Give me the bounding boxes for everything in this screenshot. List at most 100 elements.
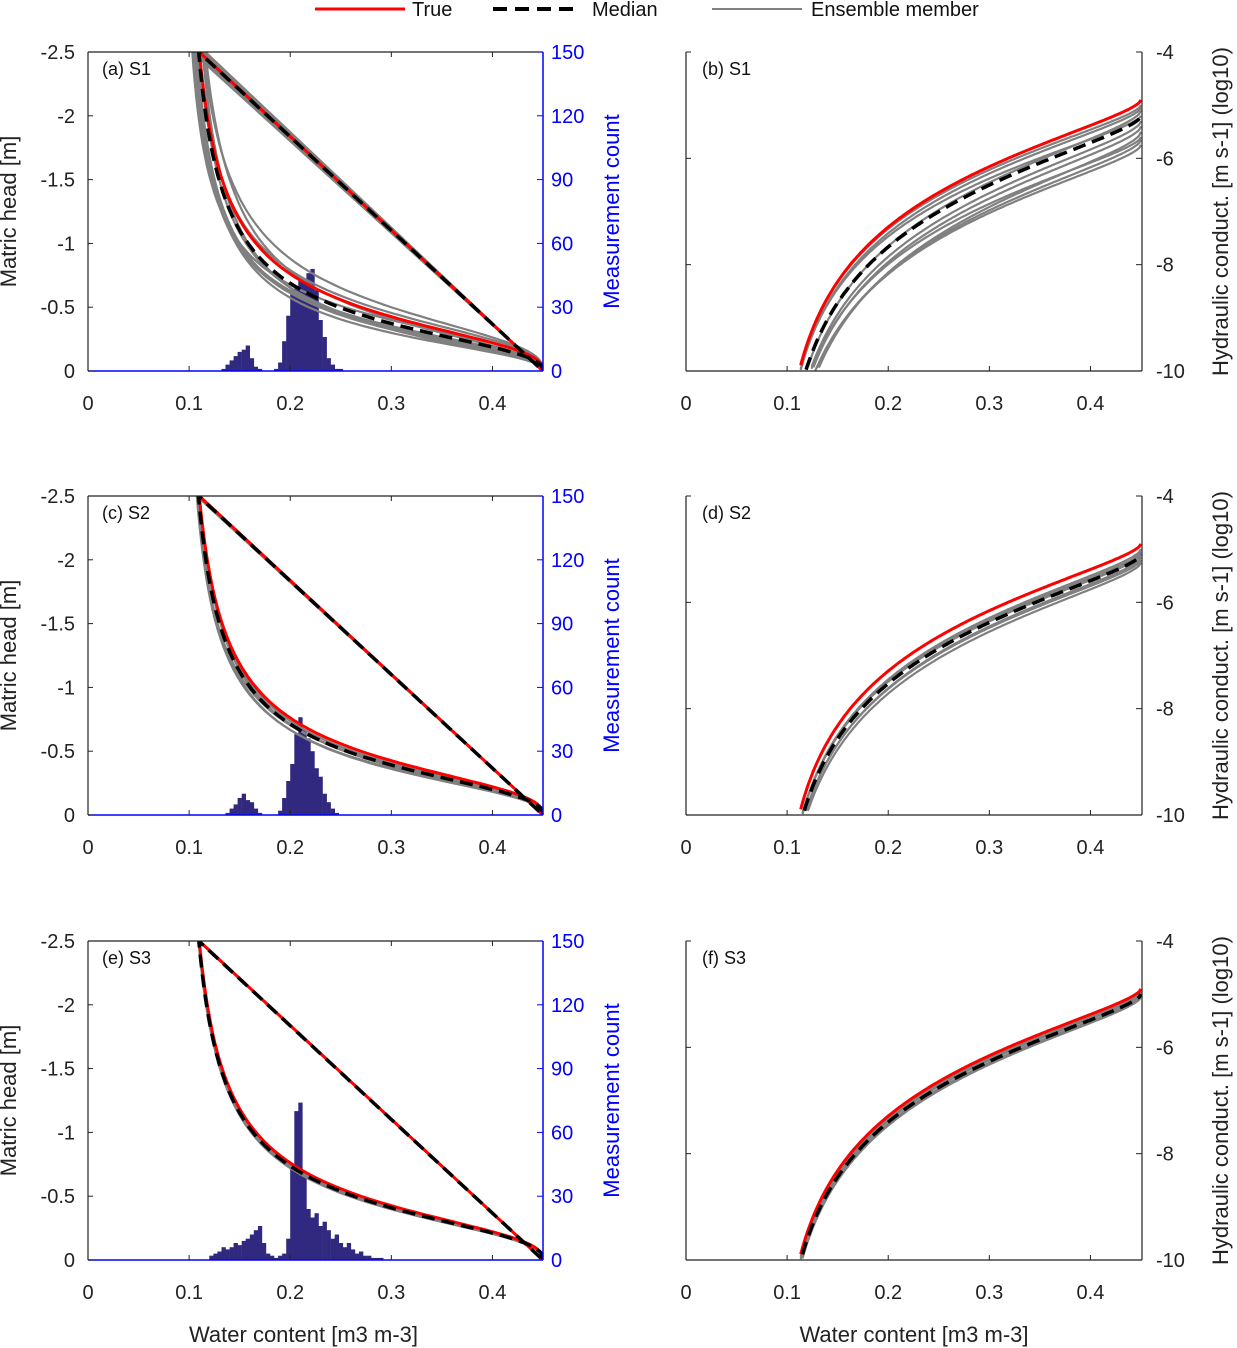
- conductivity-panel-s3: 0 0.1 0.2 0.3 0.4 -4 -6 -8 -10 (f) S3 Hydraulic co…: [680, 931, 1233, 1347]
- plot-area: [197, 941, 543, 1260]
- histogram-bar: [298, 277, 303, 371]
- histogram-bar: [282, 341, 287, 371]
- histogram-bar: [266, 1253, 271, 1260]
- plot-area: [191, 52, 543, 371]
- histogram-bar: [241, 1240, 246, 1260]
- histogram-bar: [233, 356, 238, 371]
- count-tick-label: 30: [551, 1186, 573, 1208]
- histogram-bar: [310, 1217, 315, 1260]
- histogram-bar: [314, 1213, 319, 1260]
- histogram-bar: [350, 1249, 356, 1260]
- histogram-bar: [314, 768, 319, 815]
- x-tick-label: 0.1: [773, 393, 801, 415]
- count-axis-title: Measurement count: [599, 114, 624, 308]
- y-axis-title: Hydraulic conduct. [m s-1] (log10): [1208, 936, 1233, 1265]
- x-tick-label: 0.1: [773, 837, 801, 859]
- histogram-bar: [334, 368, 339, 371]
- y-tick-label: -10: [1156, 805, 1185, 827]
- histogram-bar: [257, 368, 263, 371]
- y-tick-label: -2.5: [41, 486, 75, 508]
- histogram-bar: [306, 273, 311, 371]
- y-tick-label: -10: [1156, 361, 1185, 383]
- y-tick-label: 0: [64, 805, 75, 827]
- x-tick-label: 0.2: [874, 393, 902, 415]
- count-tick-label: 150: [551, 42, 584, 64]
- histogram-bar: [314, 290, 319, 371]
- histogram-bar: [253, 1230, 259, 1260]
- ensemble-conductivity-curve: [799, 992, 1142, 1260]
- x-tick-label: 0.3: [377, 393, 405, 415]
- histogram-bar: [367, 1255, 372, 1260]
- histogram-bar: [245, 800, 250, 815]
- legend-ensemble-label: Ensemble member: [811, 0, 979, 21]
- plot-area: [195, 496, 543, 815]
- y-tick-label: -1: [57, 233, 75, 255]
- x-tick-label: 0: [82, 1282, 93, 1304]
- x-tick-label: 0.4: [1077, 1282, 1105, 1304]
- count-tick-label: 90: [551, 1059, 573, 1081]
- ensemble-conductivity-curve: [812, 125, 1142, 368]
- histogram-bar: [322, 1221, 327, 1260]
- y-axis-title: Hydraulic conduct. [m s-1] (log10): [1208, 47, 1233, 376]
- histogram-bar: [294, 734, 299, 815]
- histogram-bar: [270, 1255, 275, 1260]
- count-tick-label: 30: [551, 297, 573, 319]
- plot-area: [799, 543, 1142, 815]
- median-conductivity-curve: [800, 993, 1142, 1255]
- panel-label: (f) S3: [702, 948, 746, 968]
- histogram-bar: [330, 808, 335, 815]
- histogram-bar: [213, 1253, 218, 1260]
- x-tick-label: 0.1: [175, 393, 203, 415]
- x-tick-label: 0.1: [773, 1282, 801, 1304]
- histogram-bar: [306, 1209, 311, 1260]
- ensemble-conductivity-curve: [801, 551, 1142, 815]
- true-conductivity-curve: [799, 543, 1142, 810]
- count-axis-title: Measurement count: [599, 1003, 624, 1197]
- histogram-bar: [306, 738, 311, 815]
- x-tick-label: 0.1: [175, 1282, 203, 1304]
- ensemble-conductivity-curve: [799, 104, 1142, 365]
- histogram-bar: [322, 793, 327, 815]
- x-tick-label: 0: [680, 1282, 691, 1304]
- histogram-bar: [282, 798, 287, 815]
- y-axis-title: Matric head [m]: [0, 1025, 21, 1177]
- y-tick-label: -1: [57, 1122, 75, 1144]
- histogram-bar: [318, 776, 323, 815]
- histogram-bar: [249, 358, 255, 371]
- x-tick-label: 0.2: [276, 393, 304, 415]
- y-tick-label: -6: [1156, 1037, 1174, 1059]
- ensemble-conductivity-curve: [801, 996, 1142, 1259]
- histogram-bar: [298, 717, 303, 815]
- ensemble-conductivity-curve: [801, 553, 1142, 814]
- x-tick-label: 0: [680, 837, 691, 859]
- histogram-bar: [290, 294, 295, 371]
- y-tick-label: -10: [1156, 1250, 1185, 1272]
- histogram-bar: [245, 345, 250, 371]
- x-axis-title: Water content [m3 m-3]: [799, 1322, 1028, 1347]
- plot-area: [799, 99, 1142, 371]
- histogram-bar: [326, 1230, 331, 1260]
- ensemble-conductivity-curve: [801, 994, 1142, 1257]
- count-tick-label: 150: [551, 486, 584, 508]
- x-axis-title: Water content [m3 m-3]: [189, 1322, 418, 1347]
- count-tick-label: 90: [551, 614, 573, 636]
- retention-panel-s3: 0 0.1 0.2 0.3 0.4 -2.5 -2 -1.5 -1 -0.5 0 150 120 90 60…: [0, 931, 624, 1347]
- histogram-bar: [237, 351, 242, 371]
- y-tick-label: -1.5: [41, 614, 75, 636]
- y-tick-label: -6: [1156, 148, 1174, 170]
- ensemble-conductivity-curve: [816, 139, 1142, 369]
- histogram-bar: [375, 1257, 380, 1260]
- ensemble-conductivity-curve: [799, 107, 1142, 371]
- histogram-bar: [229, 1247, 234, 1260]
- histogram-bar: [359, 1251, 364, 1260]
- histogram-bar: [229, 808, 234, 815]
- histogram-bar: [334, 1234, 339, 1260]
- y-tick-label: -2: [57, 550, 75, 572]
- y-tick-label: -1.5: [41, 170, 75, 192]
- y-tick-label: -2.5: [41, 931, 75, 953]
- histogram-bar: [330, 1238, 335, 1260]
- y-axis-title: Hydraulic conduct. [m s-1] (log10): [1208, 491, 1233, 820]
- histogram-bar: [221, 1247, 226, 1260]
- retention-panel-s2: 0 0.1 0.2 0.3 0.4 -2.5 -2 -1.5 -1 -0.5 0 150 120 90 60…: [0, 486, 624, 859]
- histogram-bar: [253, 366, 259, 371]
